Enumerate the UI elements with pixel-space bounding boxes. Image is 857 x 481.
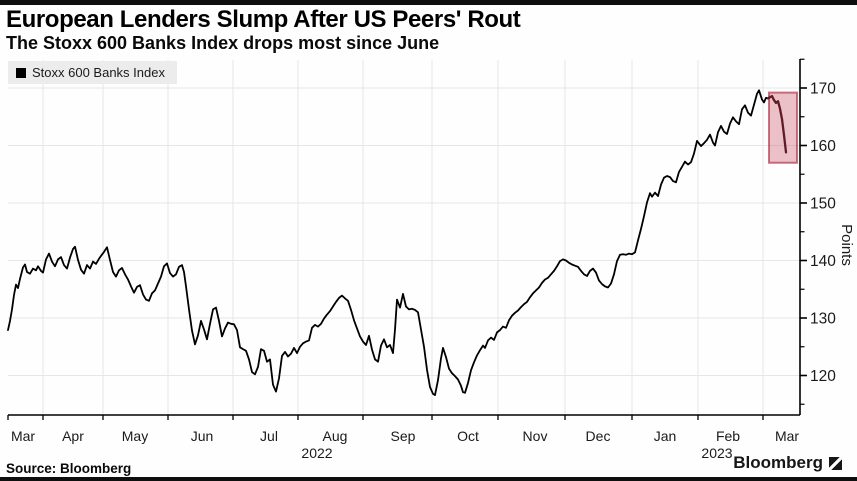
year-label: 2023 [701,445,732,461]
bloomberg-logo-icon [829,456,842,470]
x-tick-label: Jul [260,428,278,444]
legend: Stoxx 600 Banks Index [8,61,177,84]
bottom-border-bar [0,477,857,481]
series-line [7,89,771,397]
y-tick-label: 120 [810,368,836,385]
y-tick-label: 150 [810,196,836,213]
x-tick-label: Mar [11,428,35,444]
x-tick-label: Jun [191,428,214,444]
source-note: Source: Bloomberg [6,461,132,476]
x-tick-label: Mar [775,428,799,444]
y-tick-label: 170 [810,81,836,98]
chart-title: European Lenders Slump After US Peers' R… [6,6,521,33]
x-tick-label: Feb [716,428,740,444]
watermark-label: Bloomberg [733,453,823,472]
x-tick-label: Apr [62,428,84,444]
x-tick-label: May [122,428,148,444]
chart-subtitle: The Stoxx 600 Banks Index drops most sin… [6,33,440,53]
black-square-series-marker-icon [16,67,26,78]
x-tick-label: Sep [391,428,416,444]
legend-label: Stoxx 600 Banks Index [32,65,165,80]
y-axis-title: Points [838,224,855,266]
bloomberg-watermark: Bloomberg [733,453,842,473]
x-tick-label: Jan [654,428,677,444]
y-tick-label: 140 [810,253,836,270]
y-tick-label: 160 [810,138,836,155]
x-tick-label: Oct [457,428,479,444]
x-tick-label: Dec [586,428,611,444]
y-tick-label: 130 [810,311,836,328]
x-tick-label: Aug [323,428,348,444]
x-tick-label: Nov [523,428,548,444]
series-line-slump-segment [766,94,788,154]
top-border-bar [0,0,857,5]
year-label: 2022 [301,445,332,461]
